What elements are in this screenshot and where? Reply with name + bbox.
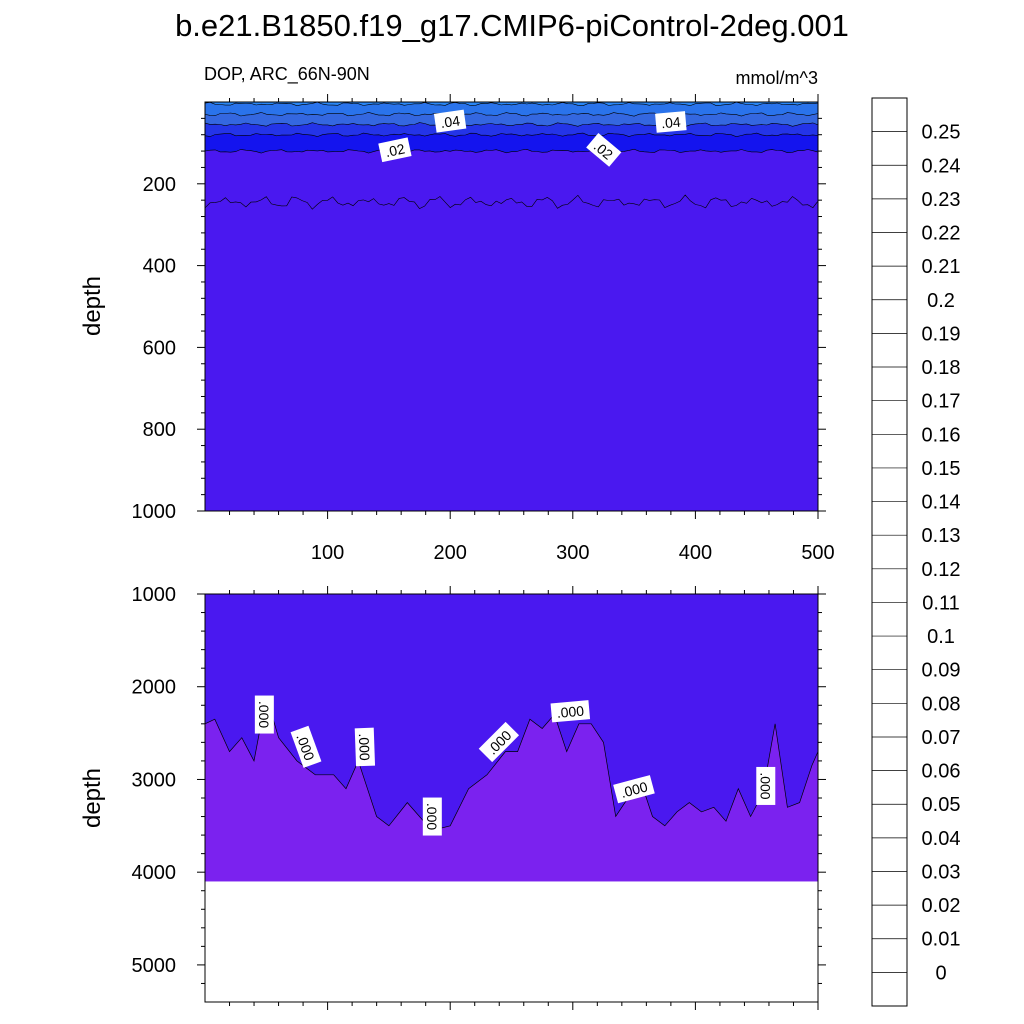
lower-axis-ticks: 1000 2000 3000 4000 5000 [132,584,826,1010]
contour-label: .000 [254,695,274,734]
colorbar-label: 0.19 [922,323,961,345]
contour-label-text: .04 [660,114,681,132]
colorbar-label: 0.21 [922,256,961,278]
upper-contour-fills [204,101,819,511]
colorbar-label: 0.02 [922,895,961,917]
colorbar-label: 0.25 [922,122,961,144]
upper-panel: DOP, ARC_66N-90N mmol/m^3 .04.04.02.02 1… [79,64,835,564]
y-tick-label: 4000 [132,862,177,884]
contour-label-text: .02 [384,140,407,160]
colorbar-label: 0.06 [922,761,961,783]
upper-left-label: DOP, ARC_66N-90N [204,64,370,85]
contour-label: .04 [433,109,467,133]
x-tick-label: 100 [311,542,344,564]
colorbar-label: 0.14 [922,492,961,514]
colorbar-label: 0.07 [922,727,961,749]
contour-label-text: .000 [619,778,650,801]
x-tick-label: 300 [556,542,589,564]
contour-label: .000 [550,700,591,723]
contour-label: .04 [655,111,687,133]
colorbar-label: 0.22 [922,223,961,245]
colorbar-label: 0.17 [922,391,961,413]
lower-y-axis-label: depth [79,768,106,828]
x-tick-label: 200 [434,542,467,564]
contour-label-text: .000 [256,701,272,728]
colorbar-label: 0.23 [922,189,961,211]
figure-title: b.e21.B1850.f19_g17.CMIP6-piControl-2deg… [175,8,849,43]
lower-zero-contour [204,593,819,831]
upper-y-axis-label: depth [79,276,106,336]
y-tick-label: 2000 [132,677,177,699]
colorbar-label: 0.04 [922,828,961,850]
y-tick-label: 400 [143,256,176,278]
y-tick-label: 1000 [132,501,177,523]
colorbar-label: 0.2 [927,290,955,312]
colorbar: 0.25 0.24 0.23 0.22 0.21 0.2 0.19 0.18 0.17 0.16 0… [871,97,961,1007]
x-tick-label: 500 [801,542,834,564]
colorbar-label: 0.08 [922,693,961,715]
y-tick-label: 200 [143,174,176,196]
colorbar-label: 0.12 [922,559,961,581]
y-tick-label: 600 [143,337,176,359]
colorbar-label: 0.18 [922,357,961,379]
contour-label-text: .000 [356,733,373,761]
y-tick-label: 3000 [132,769,177,791]
colorbar-label: 0.01 [922,929,961,951]
contour-label: .02 [378,137,412,163]
upper-right-label: mmol/m^3 [736,68,818,88]
colorbar-label: 0.03 [922,861,961,883]
upper-contour-layer [204,101,819,117]
lower-panel: .000.000.000.000.000.000.000.000 1000200… [79,584,826,1010]
upper-contour-layer [204,101,819,107]
colorbar-label: 0.1 [927,626,955,648]
colorbar-label: 0.11 [922,592,959,614]
upper-plot-frame [204,101,819,512]
x-tick-label: 400 [679,542,712,564]
colorbar-label: 0.13 [922,525,961,547]
colorbar-label: 0 [935,962,946,984]
y-tick-label: 5000 [132,955,177,977]
contour-label-text: .000 [757,772,773,799]
colorbar-label: 0.09 [922,660,961,682]
contour-label: .000 [422,797,442,836]
contour-label-text: .000 [556,703,585,721]
contour-label-text: .000 [424,803,440,830]
contour-label: .000 [756,766,776,805]
colorbar-label: 0.24 [922,155,961,177]
colorbar-label: 0.15 [922,458,961,480]
y-tick-label: 800 [143,419,176,441]
upper-axis-ticks: 100 200 300 400 500 200 400 600 800 1000 [132,94,835,564]
y-tick-label: 1000 [132,584,177,606]
colorbar-label: 0.16 [922,424,961,446]
colorbar-label: 0.05 [922,794,961,816]
contour-label: .000 [354,727,376,767]
contour-label-text: .04 [439,112,461,131]
